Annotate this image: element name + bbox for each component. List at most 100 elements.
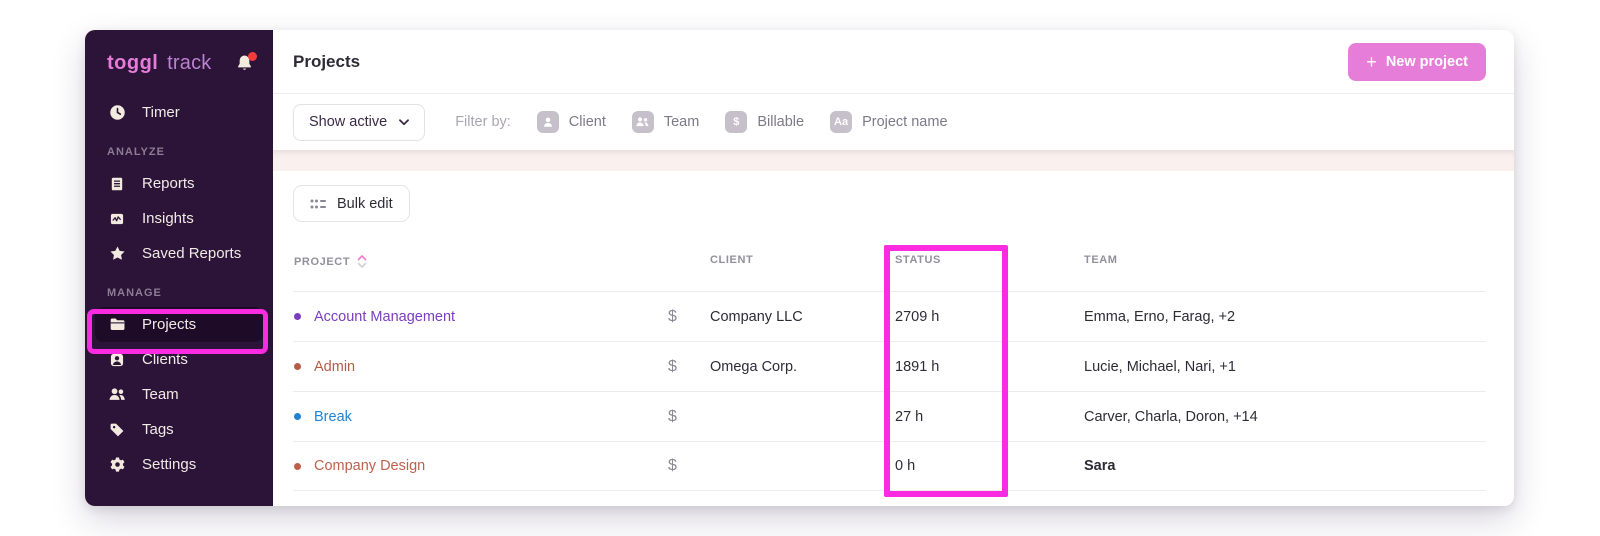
project-color-dot — [294, 363, 301, 370]
logo-track: track — [167, 52, 212, 74]
billable-dollar-icon: $ — [668, 457, 677, 474]
project-color-dot — [294, 313, 301, 320]
show-active-label: Show active — [309, 114, 388, 130]
filter-chip-label: Team — [663, 114, 700, 130]
filter-chip-billable[interactable]: $ Billable — [725, 111, 804, 133]
project-name-link[interactable]: Company Design — [314, 458, 426, 474]
bell-icon — [238, 55, 251, 70]
sidebar-item-label: Reports — [142, 175, 195, 192]
client-icon — [536, 111, 559, 133]
page-header: Projects + New project — [273, 30, 1514, 93]
sidebar-logo-row: toggl track — [85, 30, 273, 81]
show-active-dropdown[interactable]: Show active — [293, 103, 426, 141]
sidebar-item-label: Insights — [142, 210, 194, 227]
tag-icon — [107, 422, 127, 438]
project-color-dot — [294, 413, 301, 420]
team-cell: Lucie, Michael, Nari, +1 — [1084, 358, 1236, 375]
logo-toggl: toggl — [107, 52, 159, 74]
team-people-icon — [107, 387, 127, 402]
scroll-shadow-strip — [273, 150, 1514, 171]
insights-chart-icon — [107, 211, 127, 227]
sidebar-item-tags[interactable]: Tags — [95, 412, 263, 447]
page-title: Projects — [293, 51, 361, 71]
table-row[interactable]: Admin $ Omega Corp. 1891 h Lucie, Michae… — [293, 341, 1486, 391]
project-name-icon: Aa — [830, 111, 853, 133]
filter-chip-project-name[interactable]: Aa Project name — [830, 111, 948, 133]
folder-icon — [107, 316, 127, 333]
clock-icon — [107, 104, 127, 121]
status-cell: 1891 h — [895, 358, 940, 375]
reports-icon — [107, 176, 127, 192]
plus-icon: + — [1366, 51, 1377, 72]
star-icon — [107, 245, 127, 262]
new-project-button[interactable]: + New project — [1348, 42, 1486, 81]
sidebar-item-projects[interactable]: Projects — [95, 307, 263, 342]
sidebar-item-label: Settings — [142, 456, 197, 473]
projects-table: PROJECT CLIENT STATUS TEAM — [293, 245, 1486, 491]
status-cell: 0 h — [895, 458, 916, 474]
app-window: toggl track Timer — [85, 30, 1514, 506]
sidebar-section-manage: MANAGE — [107, 287, 162, 299]
filter-chip-team[interactable]: Team — [631, 111, 700, 133]
project-name-link[interactable]: Account Management — [314, 308, 456, 325]
bulk-edit-button[interactable]: Bulk edit — [293, 185, 410, 222]
sidebar-item-reports[interactable]: Reports — [95, 166, 263, 201]
sidebar-item-team[interactable]: Team — [95, 377, 263, 412]
projects-content: Bulk edit PROJECT CLIENT STATUS — [273, 171, 1514, 506]
column-header-status[interactable]: STATUS — [895, 254, 941, 266]
filter-chip-label: Billable — [757, 114, 805, 130]
filter-chip-client[interactable]: Client — [536, 111, 606, 133]
gear-icon — [107, 456, 127, 473]
status-cell: 27 h — [895, 408, 924, 425]
sidebar-item-saved-reports[interactable]: Saved Reports — [95, 236, 263, 271]
sidebar-item-label: Projects — [142, 316, 197, 333]
sidebar-item-insights[interactable]: Insights — [95, 201, 263, 236]
sidebar-item-label: Team — [142, 386, 179, 403]
sidebar-item-label: Clients — [142, 351, 188, 368]
billable-dollar-icon: $ — [668, 357, 677, 375]
notification-dot — [248, 51, 257, 61]
filter-chip-label: Project name — [862, 114, 948, 130]
team-icon — [631, 111, 654, 133]
table-header-row: PROJECT CLIENT STATUS TEAM — [293, 245, 1486, 291]
sidebar-nav: Timer ANALYZE Reports Insights — [85, 81, 273, 482]
column-header-project[interactable]: PROJECT — [294, 254, 367, 269]
project-color-dot — [294, 462, 301, 470]
notifications-bell-icon[interactable] — [235, 51, 257, 74]
new-project-label: New project — [1385, 53, 1468, 70]
team-cell: Sara — [1084, 458, 1116, 474]
column-header-client[interactable]: CLIENT — [710, 254, 754, 266]
bulk-edit-icon — [310, 199, 326, 208]
table-row[interactable]: Account Management $ Company LLC 2709 h … — [293, 291, 1486, 341]
table-row[interactable]: Break $ 27 h Carver, Charla, Doron, +14 — [293, 391, 1486, 441]
main-content: Projects + New project Show active Filte… — [273, 30, 1514, 506]
table-row[interactable]: Company Design $ 0 h Sara — [293, 441, 1486, 491]
sidebar-section-analyze: ANALYZE — [107, 146, 165, 158]
project-name-link[interactable]: Admin — [314, 358, 356, 375]
client-cell: Company LLC — [710, 308, 803, 325]
sort-icon — [357, 255, 367, 268]
billable-dollar-icon: $ — [668, 407, 677, 425]
client-cell: Omega Corp. — [710, 358, 798, 375]
bulk-edit-label: Bulk edit — [337, 195, 393, 212]
sidebar-item-settings[interactable]: Settings — [95, 447, 263, 482]
sidebar-item-label: Timer — [142, 104, 180, 121]
sidebar-item-label: Tags — [142, 421, 174, 438]
toggl-track-logo[interactable]: toggl track — [107, 52, 211, 75]
sidebar-item-timer[interactable]: Timer — [95, 95, 263, 130]
column-header-team[interactable]: TEAM — [1084, 254, 1118, 266]
team-cell: Carver, Charla, Doron, +14 — [1084, 408, 1258, 425]
billable-dollar-icon: $ — [668, 307, 677, 325]
project-name-link[interactable]: Break — [314, 408, 352, 425]
team-cell: Emma, Erno, Farag, +2 — [1084, 308, 1236, 325]
sidebar-item-clients[interactable]: Clients — [95, 342, 263, 377]
billable-icon: $ — [725, 111, 748, 133]
filter-chip-label: Client — [568, 114, 606, 130]
status-cell: 2709 h — [895, 308, 940, 325]
sidebar-item-label: Saved Reports — [142, 245, 242, 262]
filter-by-label: Filter by: — [455, 114, 511, 130]
client-badge-icon — [107, 352, 127, 368]
chevron-down-icon — [399, 118, 410, 125]
sidebar: toggl track Timer — [85, 30, 273, 506]
